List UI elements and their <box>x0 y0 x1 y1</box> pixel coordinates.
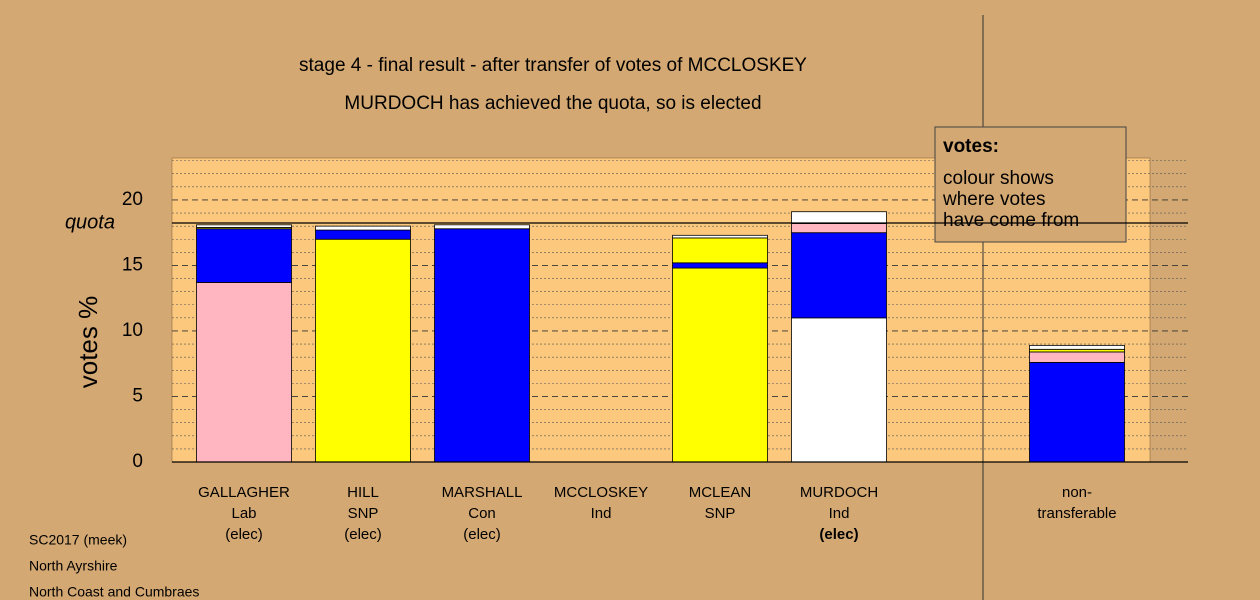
bar-segment <box>1029 362 1125 463</box>
bar-segment <box>672 237 768 264</box>
chart-subtitle: MURDOCH has achieved the quota, so is el… <box>344 93 761 114</box>
y-tick-label: 10 <box>122 320 143 341</box>
x-tick-label: Ind <box>829 505 850 522</box>
legend-text: where votes <box>942 189 1045 210</box>
chart-title: stage 4 - final result - after transfer … <box>299 55 807 76</box>
quota-label: quota <box>65 211 115 233</box>
bar-segment <box>672 267 768 463</box>
x-tick-label: HILL <box>347 484 379 501</box>
x-tick-label: SNP <box>705 505 736 522</box>
x-tick-label: (elec) <box>225 526 263 543</box>
bar-segment <box>672 262 768 269</box>
legend-text: colour shows <box>943 168 1054 189</box>
bar-segment <box>196 282 292 463</box>
bar-segment <box>791 223 887 234</box>
x-tick-label: transferable <box>1037 505 1116 522</box>
bar-segment <box>315 229 411 240</box>
x-tick-label: Con <box>468 505 496 522</box>
bar-segment <box>1029 344 1125 350</box>
y-axis-label: votes % <box>73 296 103 389</box>
bar-segment <box>315 225 411 231</box>
footer-text: North Ayrshire <box>29 558 118 574</box>
x-tick-label: (elec) <box>344 526 382 543</box>
bar-segment <box>196 224 292 228</box>
bar-segment <box>196 228 292 283</box>
legend-title: votes: <box>943 136 999 157</box>
x-tick-label: MCLEAN <box>689 484 752 501</box>
legend-text: have come from <box>943 210 1079 231</box>
bar-segment <box>315 238 411 463</box>
x-tick-label: MURDOCH <box>800 484 878 501</box>
bar-segment <box>434 224 530 230</box>
x-tick-label: SNP <box>348 505 379 522</box>
bar-segment <box>672 234 768 239</box>
x-tick-label: MCCLOSKEY <box>554 484 648 501</box>
y-tick-label: 15 <box>122 254 143 275</box>
x-tick-label: (elec) <box>463 526 501 543</box>
x-tick-label: GALLAGHER <box>198 484 290 501</box>
x-tick-label: Lab <box>231 505 256 522</box>
y-tick-label: 5 <box>132 385 143 406</box>
footer-text: North Coast and Cumbraes <box>29 584 199 600</box>
x-tick-label: non- <box>1062 484 1092 501</box>
bar-segment <box>791 317 887 463</box>
bar-segment <box>434 228 530 463</box>
bar-segment <box>791 232 887 319</box>
y-tick-label: 20 <box>122 189 143 210</box>
bar-segment <box>1029 351 1125 363</box>
x-tick-label: (elec) <box>819 526 858 543</box>
footer-text: SC2017 (meek) <box>29 532 127 548</box>
bar-segment <box>791 211 887 224</box>
y-tick-label: 0 <box>132 451 143 472</box>
x-tick-label: MARSHALL <box>442 484 523 501</box>
x-tick-label: Ind <box>591 505 612 522</box>
